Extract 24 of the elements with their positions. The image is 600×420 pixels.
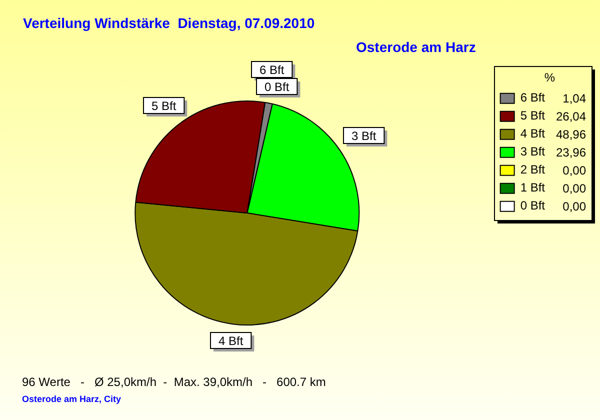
- text: 0,00: [562, 164, 586, 178]
- legend-label: 1 Bft: [520, 180, 546, 195]
- chart-title: Verteilung Windstärke Dienstag, 07.09.2010: [23, 15, 315, 31]
- category-label: 0 Bft: [264, 80, 290, 94]
- legend-label: 3 Bft: [520, 144, 546, 159]
- slice-label: 6 Bft: [259, 62, 285, 77]
- data-label: 48,96: [556, 128, 586, 142]
- data-label: 23,96: [556, 146, 586, 160]
- legend-title: %: [544, 70, 556, 84]
- legend-label: 5 Bft: [520, 108, 546, 123]
- legend-label: 6 Bft: [520, 90, 546, 105]
- chart-subtitle: Osterode am Harz: [356, 39, 476, 55]
- text: 0,00: [562, 200, 586, 214]
- legend-label: 4 Bft: [520, 126, 546, 141]
- legend-label: 2 Bft: [520, 162, 546, 177]
- data-label: 1,04: [562, 92, 586, 106]
- data-label: 26,04: [556, 110, 586, 124]
- text: 0,00: [562, 182, 586, 196]
- legend-label: 0 Bft: [520, 198, 546, 213]
- slice-label: 5 Bft: [151, 98, 177, 113]
- slice-label: 3 Bft: [351, 128, 377, 143]
- text: Osterode am Harz, City: [22, 394, 122, 404]
- text: 96 Werte - Ø 25,0km/h - Max. 39,0km/h - 600.7 km: [22, 375, 326, 389]
- slice-label: 4 Bft: [218, 334, 244, 348]
